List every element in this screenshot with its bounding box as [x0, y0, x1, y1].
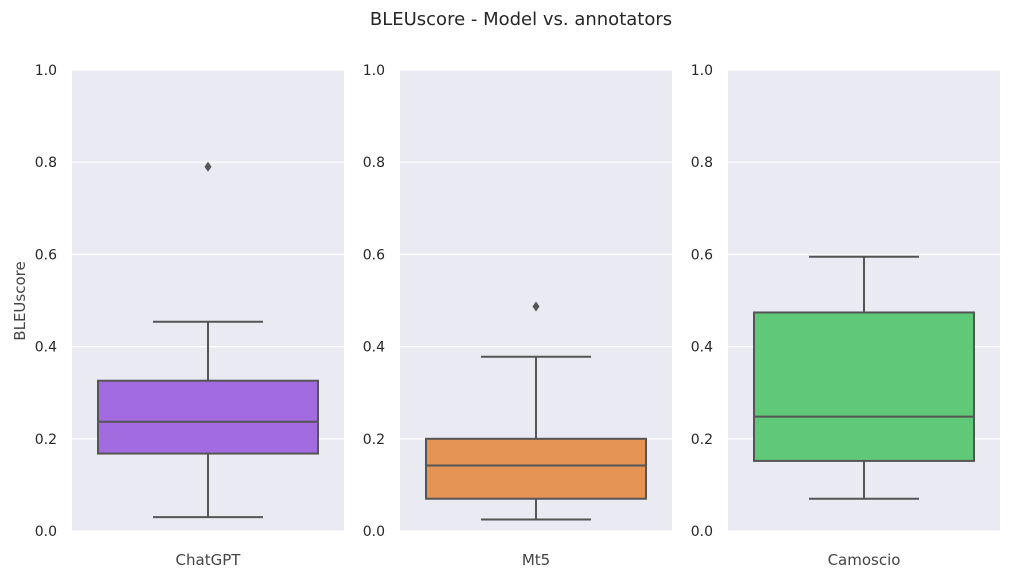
- y-tick-label: 0.0: [691, 524, 713, 540]
- y-tick-label: 0.4: [35, 340, 57, 356]
- y-tick-label: 0.0: [363, 524, 385, 540]
- y-tick-label: 0.0: [35, 524, 57, 540]
- panel-mt5: 0.0 0.2 0.4 0.6 0.8 1.0 Mt5: [363, 63, 672, 569]
- y-tick-label: 0.6: [35, 247, 57, 263]
- y-tick-label: 0.6: [691, 247, 713, 263]
- y-tick-label: 1.0: [691, 63, 713, 79]
- x-category-label: Camoscio: [828, 551, 901, 569]
- box: [425, 437, 647, 500]
- y-tick-label: 0.4: [363, 340, 385, 356]
- panel-camoscio: 0.0 0.2 0.4 0.6 0.8 1.0 Camoscio: [691, 63, 1000, 569]
- x-category-label: Mt5: [522, 551, 550, 569]
- outlier-point: [532, 301, 540, 312]
- y-tick-label: 0.2: [691, 432, 713, 448]
- y-tick-label: 0.8: [691, 155, 713, 171]
- y-tick-label: 1.0: [35, 63, 57, 79]
- y-tick-label: 0.8: [35, 155, 57, 171]
- y-tick-label: 0.4: [691, 340, 713, 356]
- panels: 0.0 0.2 0.4 0.6 0.8 1.0 ChatGPT 0.0 0.2 0.4 0.6 0.8…: [35, 63, 1000, 569]
- y-tick-label: 0.2: [35, 432, 57, 448]
- chart-title: BLEUscore - Model vs. annotators: [370, 9, 672, 30]
- outlier-point: [204, 161, 212, 172]
- panel-chatgpt: 0.0 0.2 0.4 0.6 0.8 1.0 ChatGPT: [35, 63, 344, 569]
- y-axis-label: BLEUscore: [11, 261, 29, 340]
- x-category-label: ChatGPT: [176, 551, 242, 569]
- y-tick-label: 0.6: [363, 247, 385, 263]
- box: [97, 379, 319, 455]
- y-tick-label: 0.8: [363, 155, 385, 171]
- y-tick-label: 1.0: [363, 63, 385, 79]
- box: [753, 311, 975, 462]
- y-tick-label: 0.2: [363, 432, 385, 448]
